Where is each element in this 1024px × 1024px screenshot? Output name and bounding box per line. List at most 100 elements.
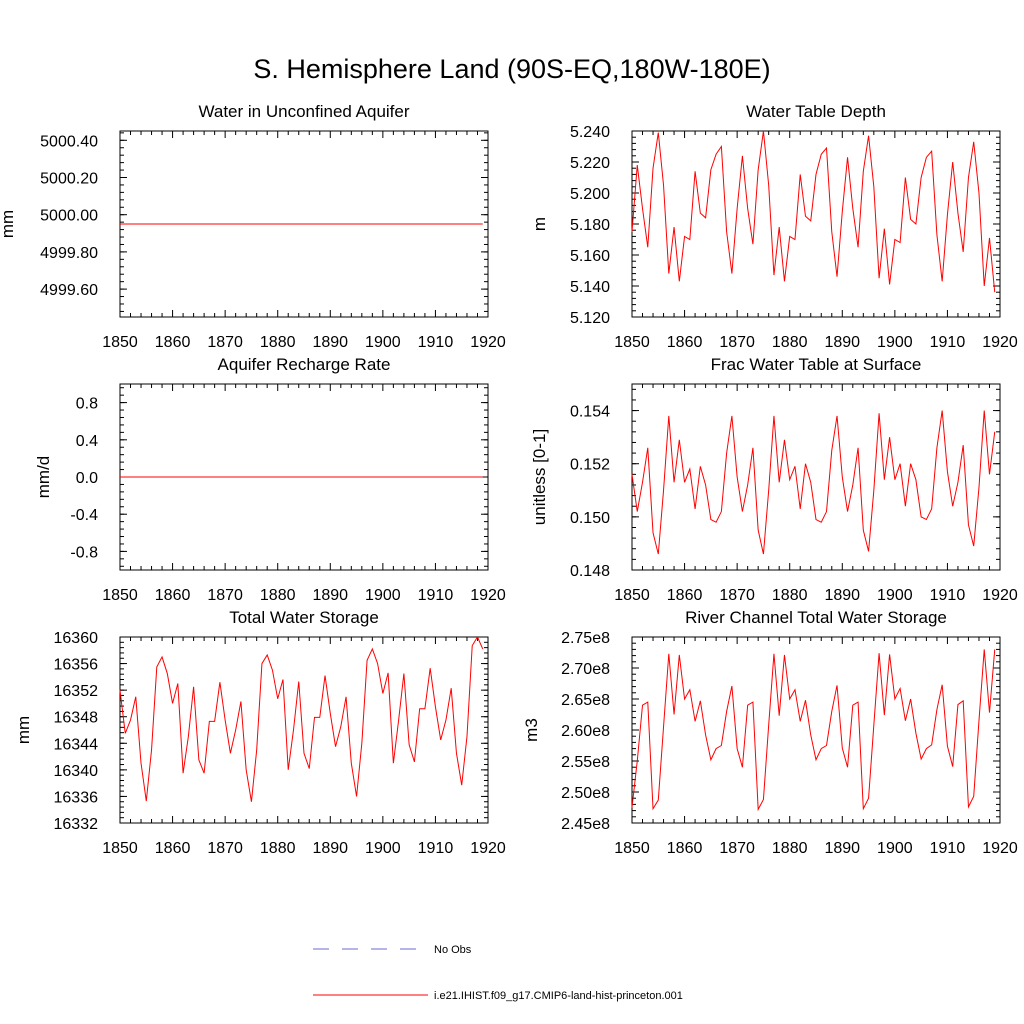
x-tick-label: 1920 <box>470 840 506 857</box>
plot-frame <box>119 636 489 824</box>
x-tick-label: 1910 <box>418 840 454 857</box>
panel-title: River Channel Total Water Storage <box>685 608 947 627</box>
y-tick-label: 2.65e8 <box>561 692 610 709</box>
y-tick-label: 0.150 <box>570 510 610 527</box>
x-tick-label: 1870 <box>719 840 755 857</box>
y-tick-label: 16352 <box>54 683 99 700</box>
x-tick-label: 1900 <box>877 334 913 351</box>
y-tick-label: -0.4 <box>70 507 98 524</box>
x-tick-label: 1910 <box>930 587 966 604</box>
x-tick-label: 1900 <box>877 840 913 857</box>
y-tick-label: 5000.40 <box>40 133 98 150</box>
y-tick-label: 16340 <box>54 763 99 780</box>
x-tick-label: 1870 <box>207 334 243 351</box>
legend-obs-label: No Obs <box>434 944 472 956</box>
x-tick-label: 1890 <box>312 840 348 857</box>
x-tick-label: 1900 <box>365 334 401 351</box>
x-tick-label: 1870 <box>719 587 755 604</box>
x-tick-label: 1870 <box>719 334 755 351</box>
panel-title: Frac Water Table at Surface <box>711 355 922 374</box>
y-tick-label: 2.75e8 <box>561 630 610 647</box>
x-tick-label: 1860 <box>667 840 703 857</box>
panel-4: Frac Water Table at Surface 1850 1860 1870 1… <box>530 355 1018 604</box>
x-tick-label: 1860 <box>667 334 703 351</box>
x-tick-label: 1860 <box>155 587 191 604</box>
panel-title: Aquifer Recharge Rate <box>218 355 391 374</box>
y-tick-label: 16344 <box>54 736 99 753</box>
x-tick-label: 1890 <box>824 334 860 351</box>
y-tick-label: 5.120 <box>570 310 610 327</box>
series-line <box>631 130 996 293</box>
x-tick-label: 1860 <box>667 587 703 604</box>
x-tick-label: 1870 <box>207 840 243 857</box>
y-tick-label: 0.8 <box>76 396 98 413</box>
x-tick-label: 1900 <box>365 840 401 857</box>
x-tick-label: 1860 <box>155 840 191 857</box>
x-tick-label: 1890 <box>312 587 348 604</box>
x-tick-label: 1910 <box>930 840 966 857</box>
chart-panels: Water in Unconfined Aquifer 1850 1860 1870 1… <box>0 102 1018 857</box>
series-line <box>631 410 996 555</box>
y-tick-label: 4999.80 <box>40 245 98 262</box>
y-tick-label: 16336 <box>54 789 99 806</box>
x-tick-label: 1880 <box>772 587 808 604</box>
x-tick-label: 1860 <box>155 334 191 351</box>
y-tick-label: 5.160 <box>570 248 610 265</box>
y-axis-label: mm <box>0 210 17 238</box>
series-line <box>119 635 484 802</box>
y-tick-label: 0.154 <box>570 404 610 421</box>
x-tick-label: 1880 <box>772 334 808 351</box>
x-tick-label: 1850 <box>614 334 650 351</box>
y-tick-label: 5000.20 <box>40 171 98 188</box>
y-tick-label: 0.152 <box>570 457 610 474</box>
x-tick-label: 1910 <box>930 334 966 351</box>
y-tick-label: 5.200 <box>570 186 610 203</box>
y-axis-label: mm <box>14 716 33 744</box>
panel-title: Total Water Storage <box>229 608 379 627</box>
x-tick-label: 1910 <box>418 587 454 604</box>
x-tick-label: 1880 <box>260 334 296 351</box>
x-tick-label: 1880 <box>260 587 296 604</box>
x-tick-label: 1890 <box>824 840 860 857</box>
page-title: S. Hemisphere Land (90S-EQ,180W-180E) <box>253 54 771 84</box>
y-axis-label: m <box>530 217 549 231</box>
panel-2: Water Table Depth 1850 1860 1870 1880 1890 190… <box>530 102 1018 351</box>
panel-3: Aquifer Recharge Rate 1850 1860 1870 1880 189… <box>34 355 506 604</box>
y-tick-label: 0.4 <box>76 433 98 450</box>
y-tick-label: 16348 <box>54 710 99 727</box>
panel-title: Water in Unconfined Aquifer <box>198 102 409 121</box>
series-line <box>631 649 996 812</box>
y-tick-label: 0.0 <box>76 470 98 487</box>
x-tick-label: 1850 <box>614 840 650 857</box>
y-tick-label: 5.220 <box>570 155 610 172</box>
y-tick-label: 5.240 <box>570 124 610 141</box>
x-tick-label: 1850 <box>102 334 138 351</box>
x-tick-label: 1890 <box>312 334 348 351</box>
y-tick-label: 16356 <box>54 657 99 674</box>
x-tick-label: 1850 <box>102 587 138 604</box>
x-tick-label: 1870 <box>207 587 243 604</box>
y-tick-label: -0.8 <box>70 544 98 561</box>
y-tick-label: 16332 <box>54 816 99 833</box>
x-tick-label: 1850 <box>102 840 138 857</box>
y-axis-label: mm/d <box>34 456 53 499</box>
x-tick-label: 1910 <box>418 334 454 351</box>
x-tick-label: 1900 <box>365 587 401 604</box>
y-axis-label: m3 <box>522 718 541 742</box>
y-tick-label: 2.50e8 <box>561 785 610 802</box>
y-tick-label: 2.45e8 <box>561 816 610 833</box>
x-tick-label: 1900 <box>877 587 913 604</box>
y-tick-label: 0.148 <box>570 563 610 580</box>
x-tick-label: 1880 <box>260 840 296 857</box>
plot-frame <box>631 636 1001 824</box>
legend-model-label: i.e21.IHIST.f09_g17.CMIP6-land-hist-prin… <box>434 990 683 1002</box>
x-tick-label: 1880 <box>772 840 808 857</box>
x-tick-label: 1850 <box>614 587 650 604</box>
x-tick-label: 1920 <box>982 587 1018 604</box>
panel-1: Water in Unconfined Aquifer 1850 1860 1870 1… <box>0 102 506 351</box>
y-tick-label: 5.140 <box>570 279 610 296</box>
panel-title: Water Table Depth <box>746 102 886 121</box>
x-tick-label: 1890 <box>824 587 860 604</box>
y-tick-label: 5.180 <box>570 217 610 234</box>
